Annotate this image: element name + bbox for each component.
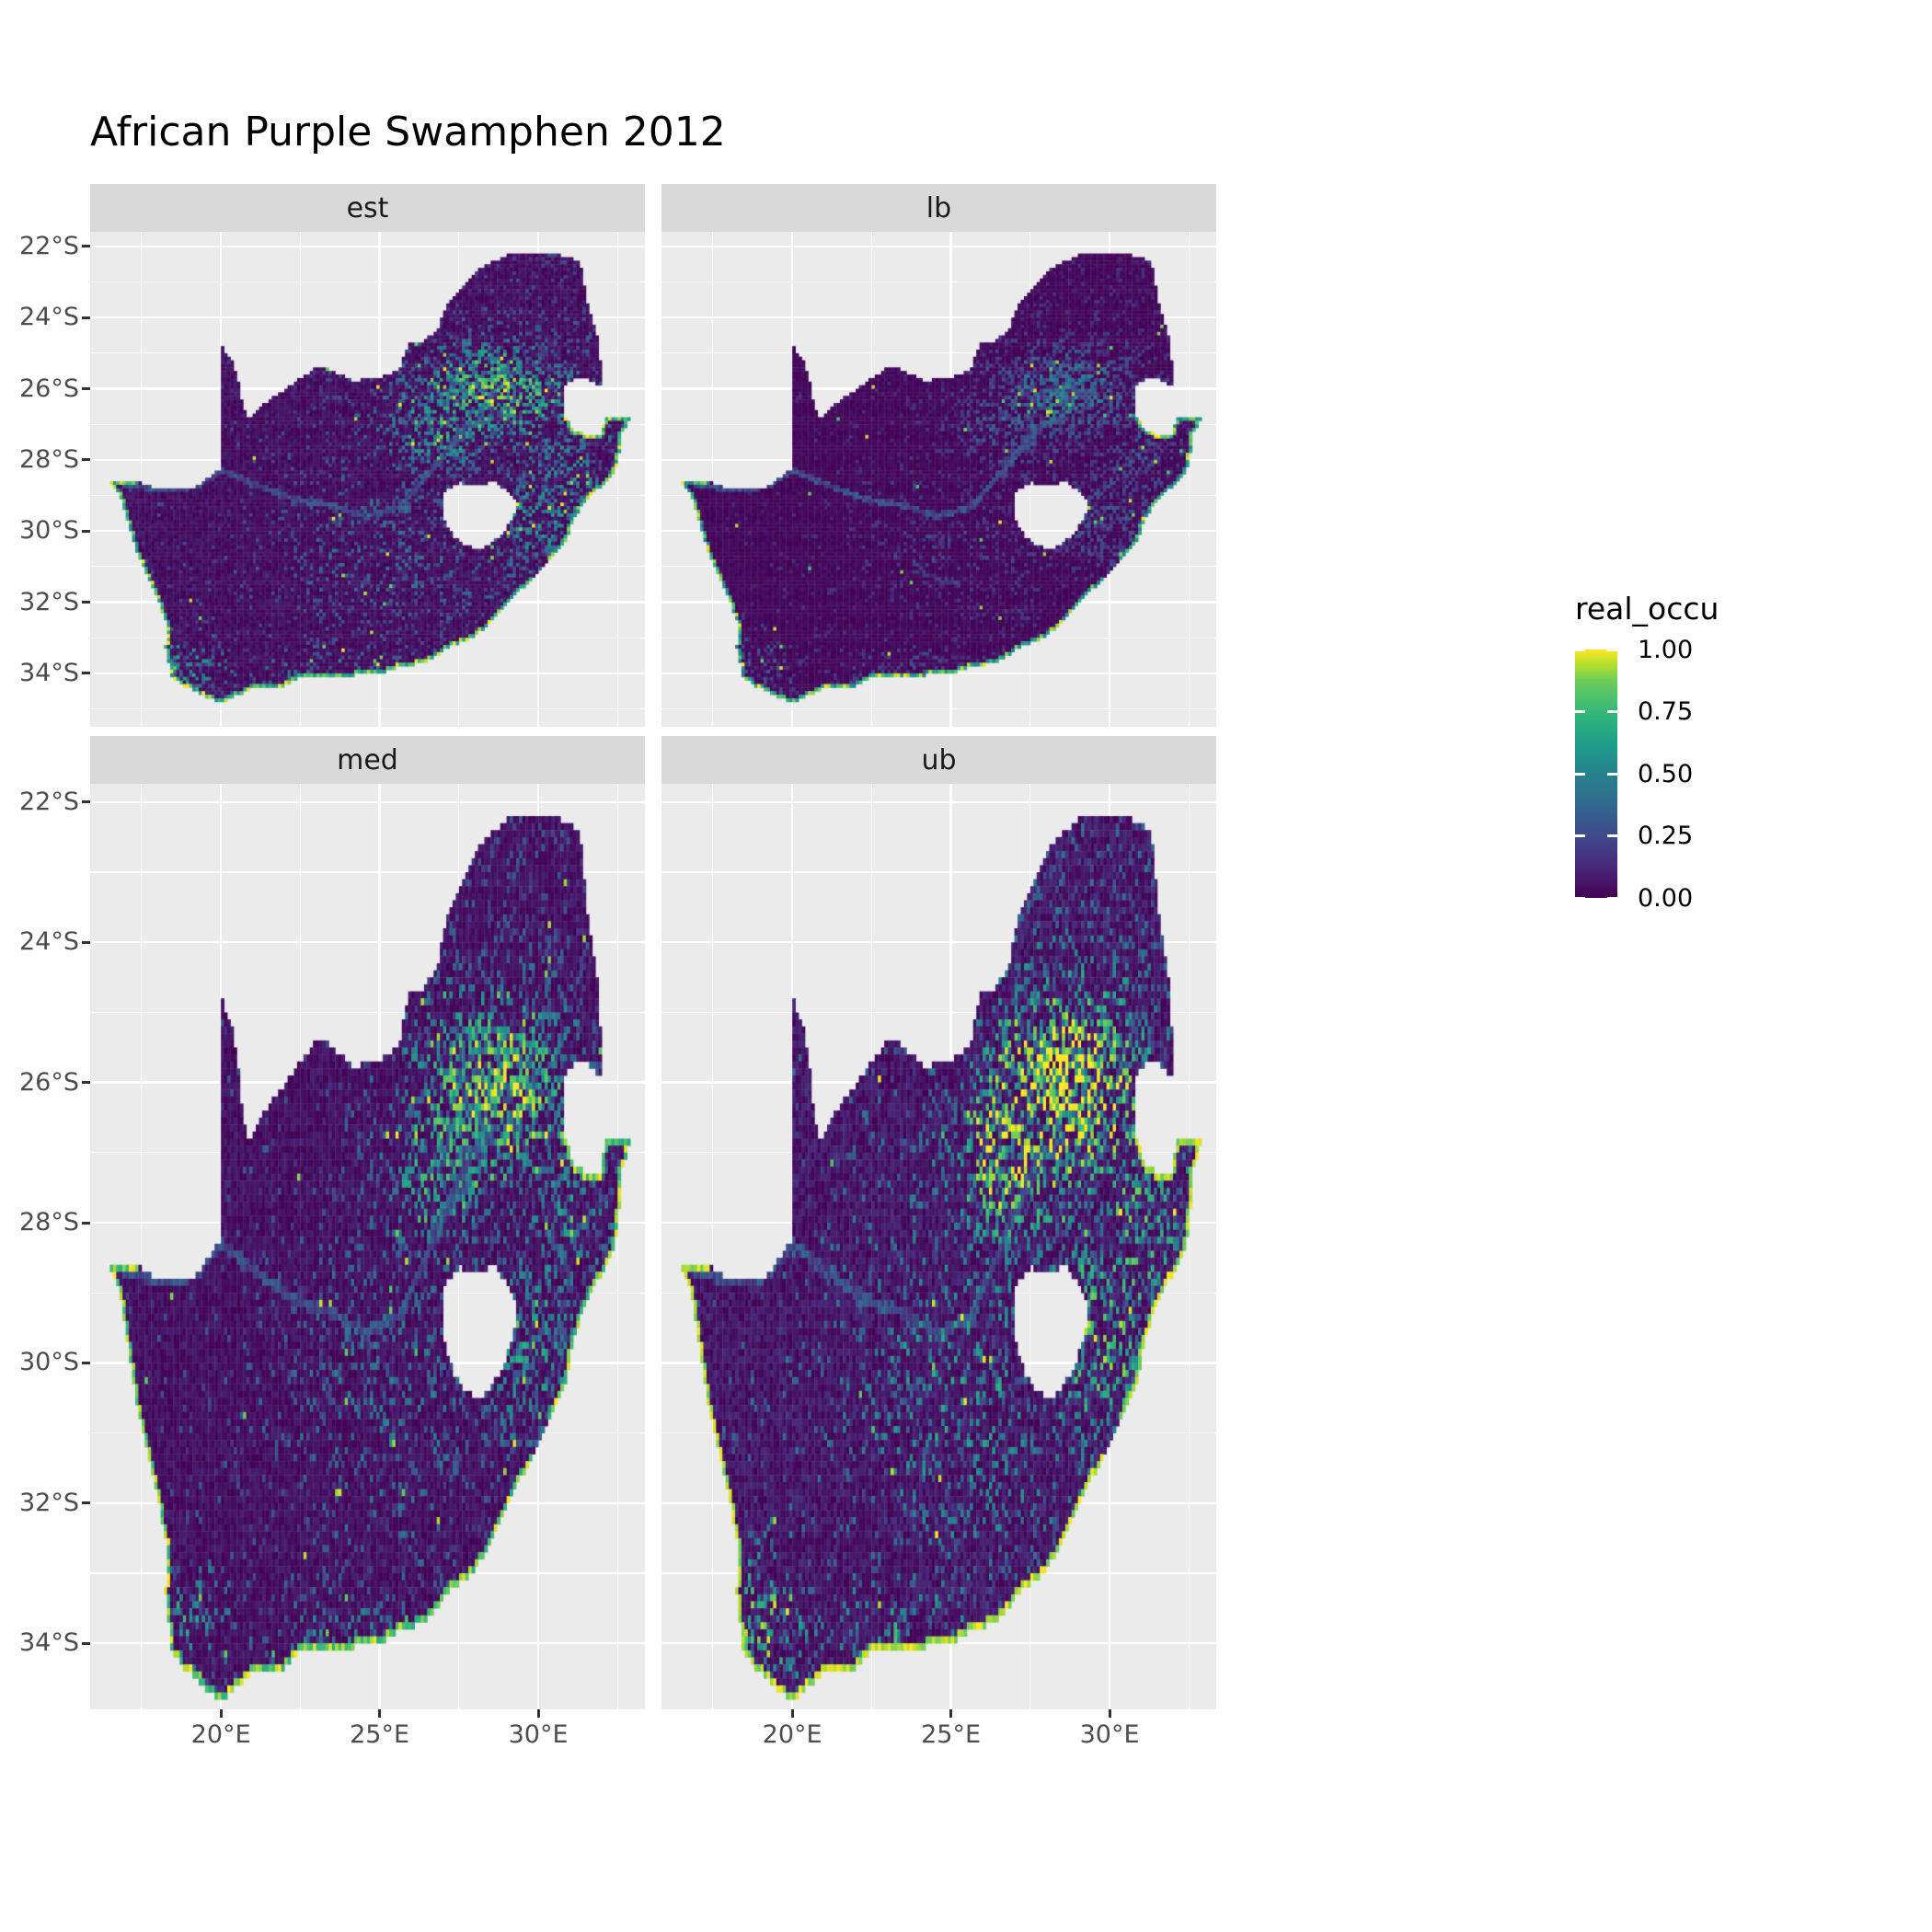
y-axis-tick-label: 32°S <box>19 1488 79 1517</box>
legend-tick-mark <box>1575 772 1585 776</box>
x-axis-tick-label: 25°E <box>350 1720 410 1749</box>
legend-tick-mark <box>1607 710 1617 713</box>
facet-strip-lb: lb <box>661 184 1216 232</box>
map-canvas-lb <box>661 232 1216 727</box>
y-axis-tick-label: 34°S <box>19 658 79 687</box>
y-axis-tick-label: 32°S <box>19 587 79 616</box>
y-axis-tick-mark <box>82 1641 90 1645</box>
x-axis-tick-label: 30°E <box>1079 1720 1140 1749</box>
x-axis-tick-mark <box>1108 1709 1111 1718</box>
y-axis-tick-label: 22°S <box>19 787 79 816</box>
x-axis-tick-label: 20°E <box>762 1720 822 1749</box>
map-canvas-med <box>90 784 645 1709</box>
x-axis-tick-mark <box>536 1709 540 1718</box>
legend-tick-mark <box>1575 896 1585 900</box>
legend-tick-mark <box>1607 834 1617 837</box>
y-axis-tick-label: 26°S <box>19 374 79 403</box>
y-axis-tick-label: 30°S <box>19 1348 79 1377</box>
y-axis-tick-mark <box>82 1221 90 1225</box>
y-axis-tick-mark <box>82 1081 90 1085</box>
y-axis-tick-mark <box>82 316 90 319</box>
facet-strip-label: est <box>346 191 389 224</box>
y-axis-tick-label: 24°S <box>19 927 79 957</box>
x-axis-tick-mark <box>790 1709 794 1718</box>
facet-strip-ub: ub <box>661 736 1216 784</box>
y-axis-tick-mark <box>82 1361 90 1364</box>
facet-strip-label: med <box>337 743 398 776</box>
legend-tick-mark <box>1607 896 1617 900</box>
map-panel-est <box>90 232 645 727</box>
x-axis-tick-mark <box>219 1709 223 1718</box>
y-axis-tick-label: 30°S <box>19 516 79 546</box>
y-axis-tick-label: 22°S <box>19 231 79 260</box>
y-axis-tick-mark <box>82 529 90 533</box>
legend-tick-label: 0.25 <box>1638 822 1694 850</box>
legend-tick-mark <box>1607 648 1617 651</box>
legend-tick-label: 1.00 <box>1638 636 1694 664</box>
x-axis-tick-mark <box>378 1709 382 1718</box>
legend-tick-mark <box>1575 648 1585 651</box>
x-axis-tick-mark <box>949 1709 953 1718</box>
y-axis-tick-mark <box>82 1501 90 1505</box>
x-axis-tick-label: 25°E <box>921 1720 982 1749</box>
y-axis-tick-mark <box>82 672 90 675</box>
facet-strip-med: med <box>90 736 645 784</box>
y-axis-tick-mark <box>82 458 90 462</box>
x-axis-tick-label: 30°E <box>508 1720 569 1749</box>
legend-tick-mark <box>1575 834 1585 837</box>
y-axis-tick-mark <box>82 601 90 604</box>
legend-tick-label: 0.00 <box>1638 884 1694 913</box>
y-axis-tick-label: 28°S <box>19 1208 79 1236</box>
y-axis-tick-mark <box>82 245 90 248</box>
map-panel-lb <box>661 232 1216 727</box>
y-axis-tick-mark <box>82 800 90 804</box>
facet-strip-est: est <box>90 184 645 232</box>
y-axis-tick-mark <box>82 940 90 944</box>
y-axis-tick-label: 28°S <box>19 444 79 474</box>
x-axis-tick-label: 20°E <box>190 1720 251 1749</box>
legend-tick-mark <box>1607 772 1617 776</box>
map-panel-ub <box>661 784 1216 1709</box>
legend-colorbar <box>1575 650 1617 898</box>
legend-tick-label: 0.50 <box>1638 760 1694 788</box>
map-canvas-ub <box>661 784 1216 1709</box>
legend-tick-mark <box>1575 710 1585 713</box>
facet-strip-label: ub <box>921 743 957 776</box>
y-axis-tick-label: 34°S <box>19 1628 79 1658</box>
plot-title: African Purple Swamphen 2012 <box>90 109 726 155</box>
map-canvas-est <box>90 232 645 727</box>
legend-tick-label: 0.75 <box>1638 697 1694 726</box>
map-panel-med <box>90 784 645 1709</box>
legend-title: real_occu <box>1575 591 1719 627</box>
y-axis-tick-label: 26°S <box>19 1067 79 1097</box>
y-axis-tick-mark <box>82 387 90 391</box>
y-axis-tick-label: 24°S <box>19 303 79 332</box>
facet-strip-label: lb <box>926 191 952 224</box>
